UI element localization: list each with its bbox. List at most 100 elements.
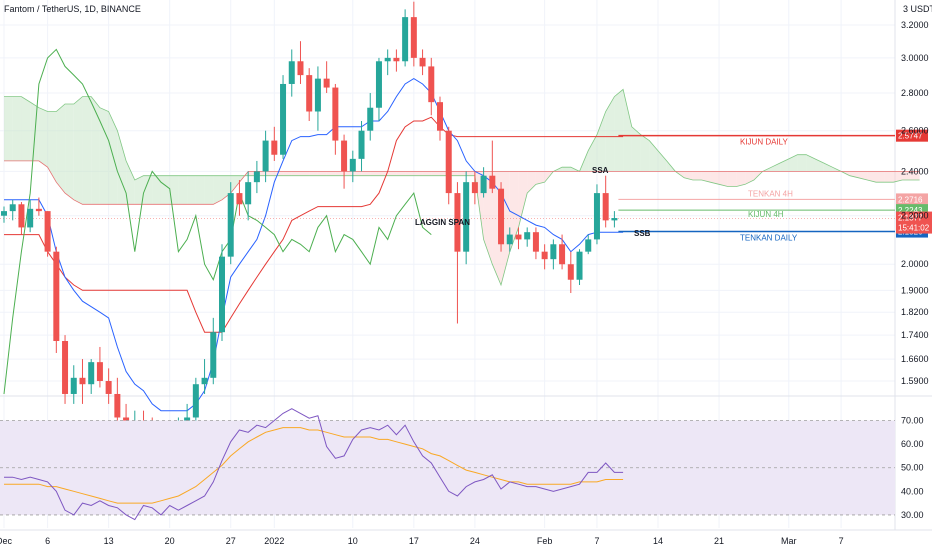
- rsi-tick-label: 70.00: [901, 416, 924, 426]
- candle-body: [463, 182, 470, 252]
- rsi-tick-label: 60.00: [901, 439, 924, 449]
- candle-body: [410, 17, 417, 58]
- price-axis[interactable]: 1.5900 1.6600 1.7400 1.8200 1.9000 2.0000 2.20…: [901, 4, 932, 386]
- cloud-segment: [99, 107, 109, 205]
- level-label: KIJUN 4H: [748, 210, 784, 219]
- candle-body: [559, 244, 566, 265]
- candle-body: [471, 182, 478, 194]
- cloud-segment: [431, 171, 440, 176]
- price-tick-label: 1.9000: [901, 285, 929, 295]
- cloud-segment: [143, 175, 153, 205]
- cloud-segment: [405, 171, 414, 176]
- rsi-line: [4, 408, 624, 521]
- candle-body: [437, 102, 443, 131]
- level-label: TENKAN DAILY: [740, 234, 798, 243]
- candle-body: [506, 234, 513, 245]
- cloud-segment: [344, 171, 353, 176]
- candle-body: [35, 208, 42, 212]
- cloud-segment: [605, 96, 615, 172]
- cloud-segment: [21, 96, 31, 161]
- cloud-segment: [352, 171, 362, 176]
- level-label: TENKAN 4H: [748, 189, 793, 198]
- cloud-segment: [396, 171, 406, 176]
- time-axis[interactable]: Dec 6 13 20 27 2022 10 17 24 Feb 7 14 21 Mar 7: [0, 536, 844, 546]
- cloud-segment: [47, 111, 57, 183]
- cloud-segment: [178, 175, 188, 205]
- cloud-segment: [823, 163, 833, 172]
- candle-body: [498, 188, 505, 245]
- cloud-segment: [806, 154, 815, 172]
- cloud-segment: [65, 104, 74, 200]
- candle-body: [105, 381, 112, 394]
- candle-body: [262, 140, 269, 172]
- rsi-ma-line: [4, 427, 624, 504]
- cloud-segment: [684, 171, 693, 180]
- lagging-span-line: [3, 48, 432, 395]
- candle-body: [236, 193, 243, 205]
- cloud-segment: [56, 104, 66, 194]
- candle-body: [585, 239, 592, 252]
- candle-body: [288, 61, 295, 84]
- cloud-segment: [518, 171, 528, 228]
- tenkan-line: [4, 78, 624, 412]
- time-tick-label: Dec: [0, 536, 12, 546]
- time-tick-label: Mar: [781, 536, 797, 546]
- annotations: SSA SSB LAGGIN SPAN: [415, 166, 651, 238]
- cloud-segment: [422, 171, 432, 176]
- cloud-segment: [378, 171, 388, 176]
- candle-body: [314, 78, 321, 112]
- cloud-segment: [309, 171, 318, 176]
- candle-body: [192, 384, 199, 418]
- candle-body: [402, 17, 409, 62]
- cloud-segment: [4, 96, 13, 161]
- cloud-segment: [858, 171, 868, 180]
- time-tick-label: 14: [653, 536, 663, 546]
- candle-body: [280, 83, 287, 155]
- time-tick-label: 24: [470, 536, 480, 546]
- cloud-segment: [658, 150, 667, 172]
- cloud-segment: [745, 171, 754, 185]
- countdown-text: 15:41:02: [898, 224, 930, 233]
- cloud-segment: [82, 96, 92, 205]
- cloud-segment: [902, 171, 911, 180]
- cloud-segment: [291, 171, 301, 176]
- candle-body: [611, 218, 618, 221]
- cloud-segment: [736, 171, 746, 187]
- ichimoku-lines: [3, 48, 624, 412]
- time-tick-label: 10: [348, 536, 358, 546]
- cloud-segment: [134, 175, 144, 205]
- candle-body: [1, 211, 7, 216]
- cloud-segment: [274, 171, 284, 176]
- candle-body: [114, 393, 121, 418]
- candle-body: [245, 182, 252, 205]
- price-tick-label: 2.4000: [901, 166, 929, 176]
- span-b-line: [4, 160, 920, 205]
- candle-body: [454, 193, 461, 252]
- candle-body: [219, 256, 225, 333]
- time-tick-label: 6: [45, 536, 50, 546]
- annotation-label: SSA: [592, 166, 609, 175]
- cloud-segment: [710, 171, 720, 185]
- time-tick-label: 21: [714, 536, 724, 546]
- cloud-segment: [152, 175, 161, 205]
- price-tick-label: 2.2000: [901, 211, 929, 221]
- cloud-segment: [719, 171, 728, 187]
- cloud-segment: [204, 175, 214, 205]
- candle-body: [53, 251, 60, 341]
- time-tick-label: 7: [839, 536, 844, 546]
- cloud-segment: [849, 171, 859, 178]
- time-tick-label: 13: [104, 536, 114, 546]
- cloud-segment: [265, 171, 275, 176]
- candle-body: [489, 175, 496, 189]
- candle-body: [70, 377, 77, 394]
- cloud-segment: [335, 171, 345, 176]
- candle-body: [9, 204, 16, 212]
- price-tick-label: 1.6600: [901, 354, 929, 364]
- candle-body: [375, 61, 382, 108]
- candle-body: [524, 232, 531, 240]
- candle-body: [602, 193, 609, 221]
- cloud-segment: [117, 130, 127, 205]
- annotation-label: SSB: [634, 229, 651, 238]
- cloud-segment: [300, 171, 310, 176]
